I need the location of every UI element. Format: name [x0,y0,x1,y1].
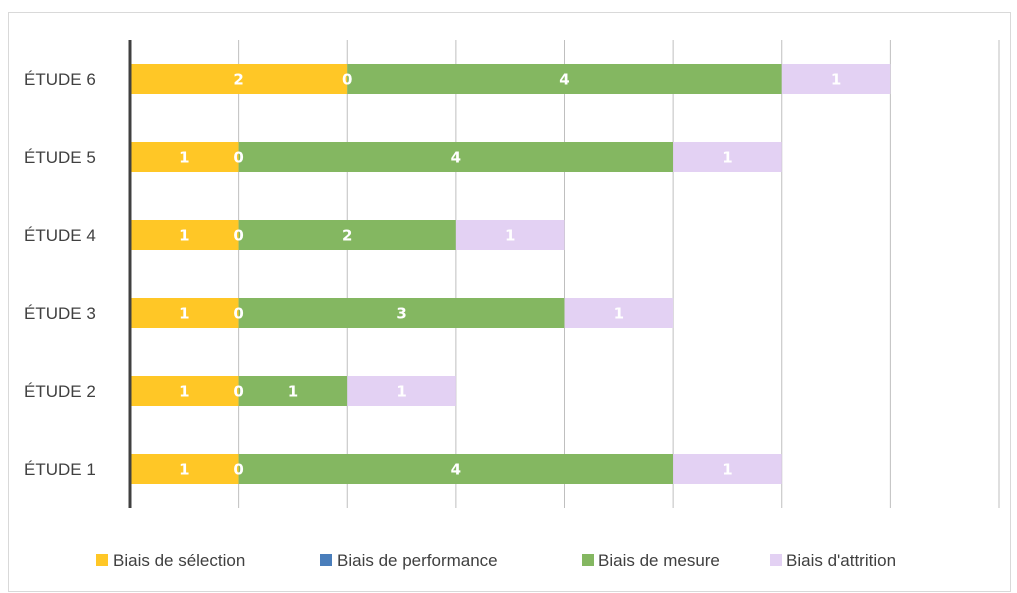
category-label: ÉTUDE 2 [24,382,96,401]
legend-label: Biais de mesure [598,551,720,570]
data-label-étude-1-series-1: 0 [233,461,243,479]
bar-étude-5-series-3 [673,142,782,172]
data-label-étude-4-series-1: 0 [233,227,243,245]
data-label-étude-2-series-2: 1 [288,383,298,401]
data-label-étude-6-series-3: 1 [831,71,841,89]
bar-étude-1-series-3 [673,454,782,484]
bars [130,64,891,484]
data-labels: 1 0 4 1 1 0 1 1 1 0 3 1 1 0 2 1 1 0 4 1 2 0 4 1 [179,71,841,479]
legend-item: Biais de performance [320,551,498,570]
bar-étude-5-series-0 [130,142,239,172]
legend-item: Biais d'attrition [770,551,896,570]
data-label-étude-2-series-1: 0 [233,383,243,401]
bar-étude-1-series-2 [238,454,674,484]
data-label-étude-6-series-0: 2 [233,71,243,89]
legend-label: Biais de performance [337,551,498,570]
legend-swatch [96,554,108,566]
bar-étude-3-series-0 [130,298,239,328]
category-label: ÉTUDE 5 [24,148,96,167]
legend-item: Biais de mesure [582,551,720,570]
legend-label: Biais de sélection [113,551,245,570]
data-label-étude-1-series-2: 4 [451,461,461,479]
data-label-étude-4-series-3: 1 [505,227,515,245]
category-label: ÉTUDE 4 [24,226,96,245]
data-label-étude-4-series-2: 2 [342,227,352,245]
bar-étude-5-series-2 [238,142,674,172]
data-label-étude-3-series-0: 1 [179,305,189,323]
data-label-étude-2-series-0: 1 [179,383,189,401]
legend-swatch [770,554,782,566]
bar-étude-6-series-2 [347,64,782,94]
data-label-étude-5-series-0: 1 [179,149,189,167]
bar-étude-3-series-2 [238,298,565,328]
legend-swatch [582,554,594,566]
category-label: ÉTUDE 6 [24,70,96,89]
data-label-étude-6-series-2: 4 [559,71,569,89]
bar-étude-1-series-0 [130,454,239,484]
bar-étude-4-series-3 [455,220,565,250]
legend: Biais de sélection Biais de performance Bi… [96,551,896,570]
data-label-étude-3-series-1: 0 [233,305,243,323]
category-labels: ÉTUDE 1 ÉTUDE 2 ÉTUDE 3 ÉTUDE 4 ÉTUDE 5 ÉTUDE… [24,70,96,479]
category-label: ÉTUDE 1 [24,460,96,479]
bar-étude-6-series-0 [130,64,348,94]
data-label-étude-1-series-3: 1 [722,461,732,479]
legend-swatch [320,554,332,566]
data-label-étude-5-series-3: 1 [722,149,732,167]
data-label-étude-1-series-0: 1 [179,461,189,479]
bar-étude-3-series-3 [564,298,674,328]
legend-label: Biais d'attrition [786,551,896,570]
data-label-étude-6-series-1: 0 [342,71,352,89]
bar-étude-6-series-3 [781,64,891,94]
legend-item: Biais de sélection [96,551,245,570]
bar-étude-2-series-3 [347,376,456,406]
bar-étude-4-series-0 [130,220,239,250]
data-label-étude-4-series-0: 1 [179,227,189,245]
data-label-étude-3-series-3: 1 [614,305,624,323]
bar-étude-2-series-0 [130,376,239,406]
category-label: ÉTUDE 3 [24,304,96,323]
data-label-étude-5-series-2: 4 [451,149,461,167]
gridlines [238,40,1000,508]
bar-étude-4-series-2 [238,220,456,250]
bar-étude-2-series-2 [238,376,348,406]
data-label-étude-2-series-3: 1 [396,383,406,401]
data-label-étude-3-series-2: 3 [396,305,406,323]
data-label-étude-5-series-1: 0 [233,149,243,167]
